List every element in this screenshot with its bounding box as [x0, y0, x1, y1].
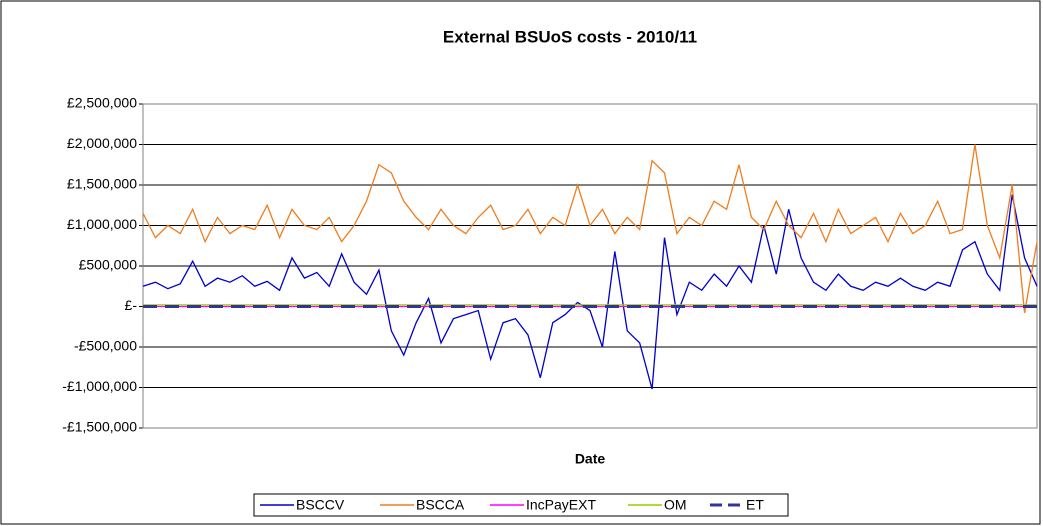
- y-tick-label: -£500,000: [74, 338, 137, 354]
- y-tick-label: £-: [125, 297, 138, 313]
- y-tick-label: £1,500,000: [67, 176, 137, 192]
- legend-label: BSCCA: [416, 497, 465, 513]
- y-tick-label: -£1,000,000: [62, 378, 137, 394]
- legend-label: IncPayEXT: [526, 497, 596, 513]
- plot-border: [142, 103, 1038, 429]
- series-line: [142, 194, 1038, 390]
- legend-label: ET: [746, 497, 764, 513]
- chart-title: External BSUoS costs - 2010/11: [443, 27, 697, 46]
- legend-label: BSCCV: [296, 497, 345, 513]
- x-axis-title: Date: [575, 451, 606, 467]
- series-line: [142, 144, 1038, 314]
- y-tick-label: £2,500,000: [67, 95, 137, 111]
- y-tick-label: £1,000,000: [67, 216, 137, 232]
- legend-label: OM: [664, 497, 687, 513]
- y-tick-label: £2,000,000: [67, 135, 137, 151]
- y-tick-label: £500,000: [79, 257, 138, 273]
- y-tick-label: -£1,500,000: [62, 419, 137, 435]
